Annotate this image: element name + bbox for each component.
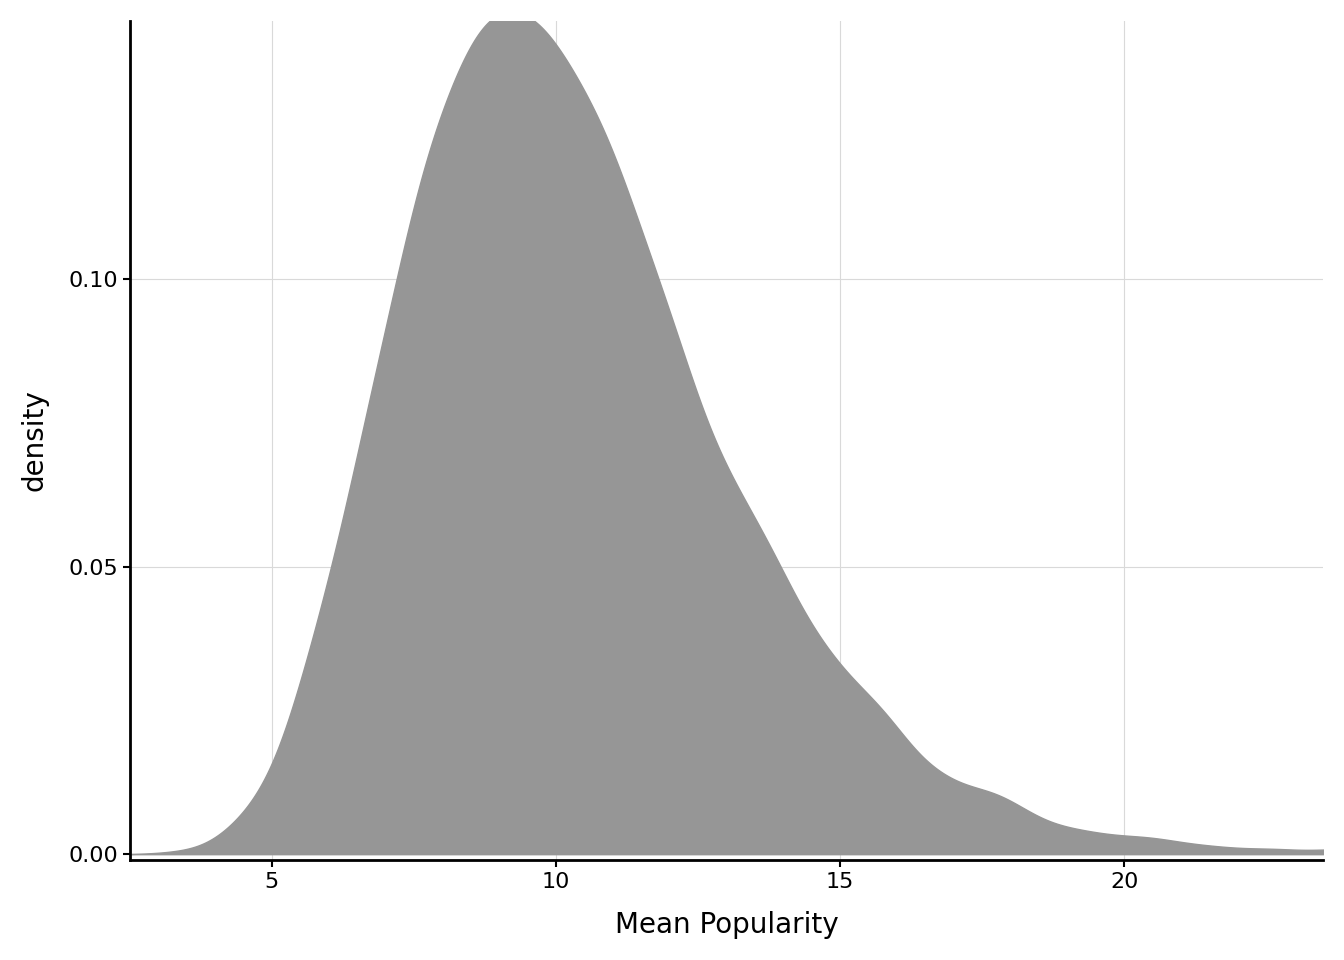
Y-axis label: density: density	[22, 390, 48, 492]
X-axis label: Mean Popularity: Mean Popularity	[614, 911, 839, 939]
